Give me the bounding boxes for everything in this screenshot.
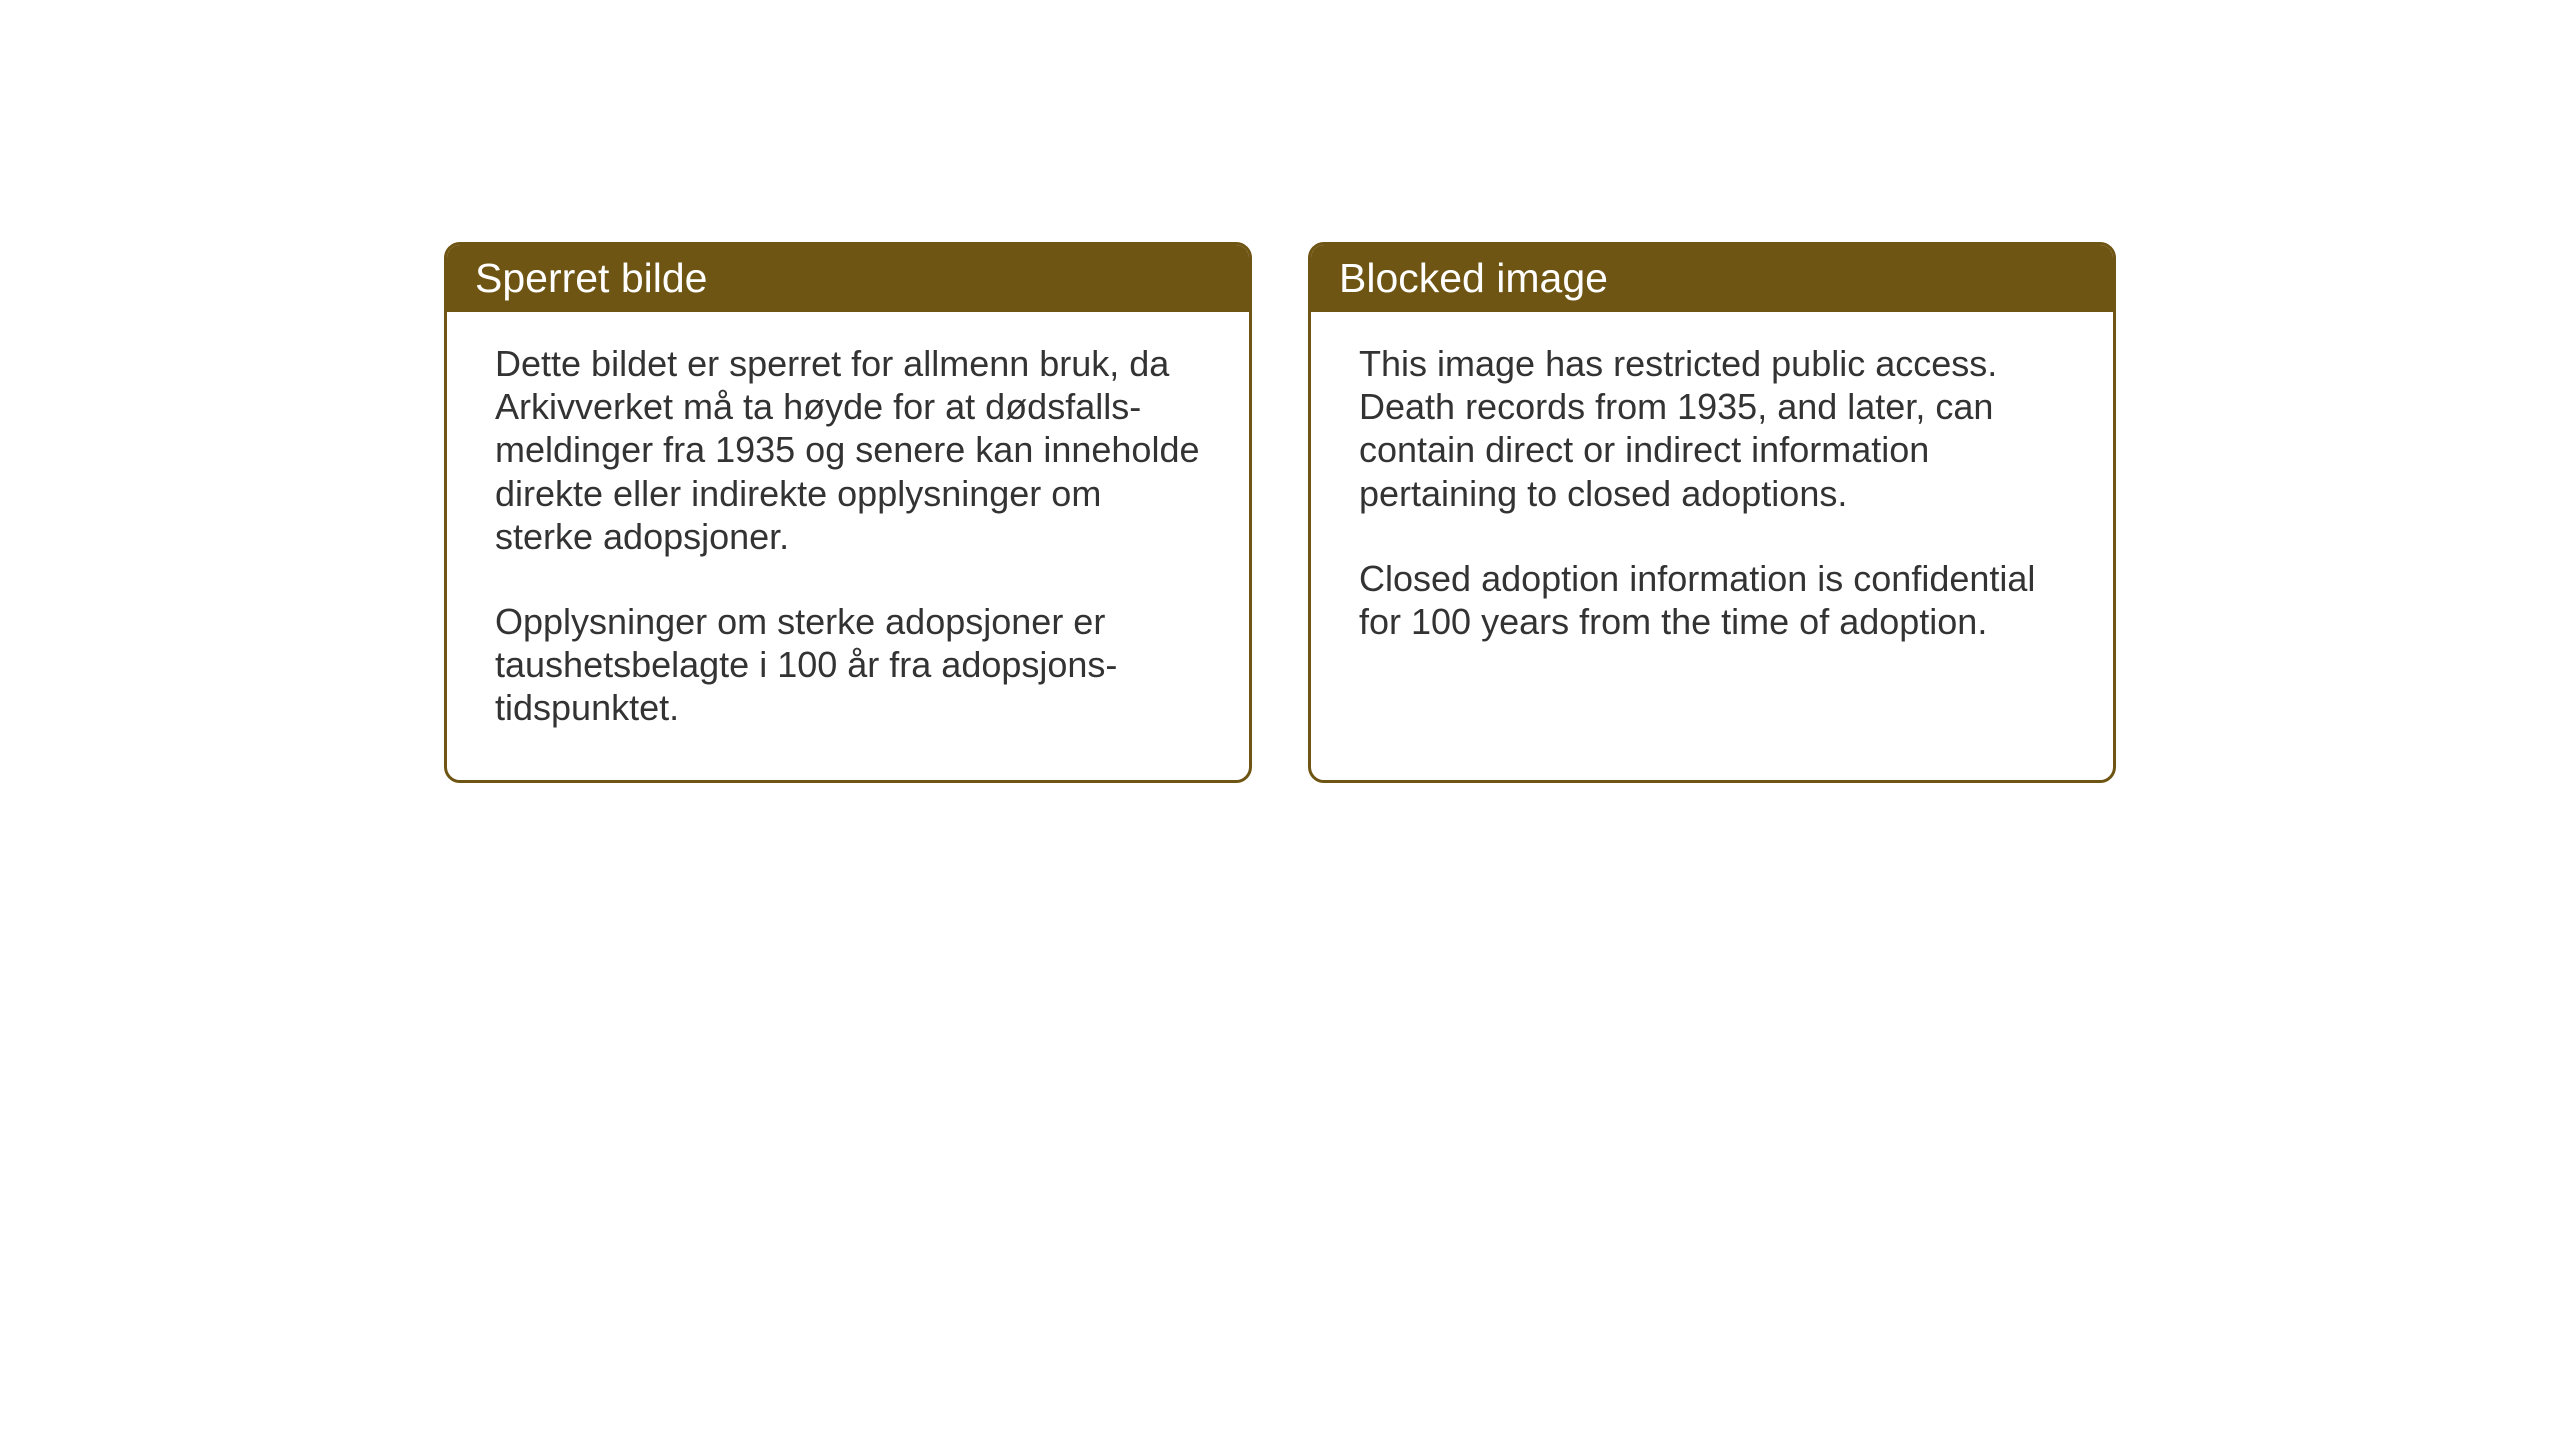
notice-paragraph-1-norwegian: Dette bildet er sperret for allmenn bruk… (495, 342, 1201, 558)
notice-paragraph-2-english: Closed adoption information is confident… (1359, 557, 2065, 643)
notice-body-english: This image has restricted public access.… (1311, 312, 2113, 693)
notice-cards-container: Sperret bilde Dette bildet er sperret fo… (444, 242, 2116, 783)
notice-card-norwegian: Sperret bilde Dette bildet er sperret fo… (444, 242, 1252, 783)
notice-title-norwegian: Sperret bilde (475, 255, 707, 301)
notice-header-norwegian: Sperret bilde (447, 245, 1249, 312)
notice-paragraph-1-english: This image has restricted public access.… (1359, 342, 2065, 515)
notice-title-english: Blocked image (1339, 255, 1608, 301)
notice-paragraph-2-norwegian: Opplysninger om sterke adopsjoner er tau… (495, 600, 1201, 730)
notice-card-english: Blocked image This image has restricted … (1308, 242, 2116, 783)
notice-header-english: Blocked image (1311, 245, 2113, 312)
notice-body-norwegian: Dette bildet er sperret for allmenn bruk… (447, 312, 1249, 780)
